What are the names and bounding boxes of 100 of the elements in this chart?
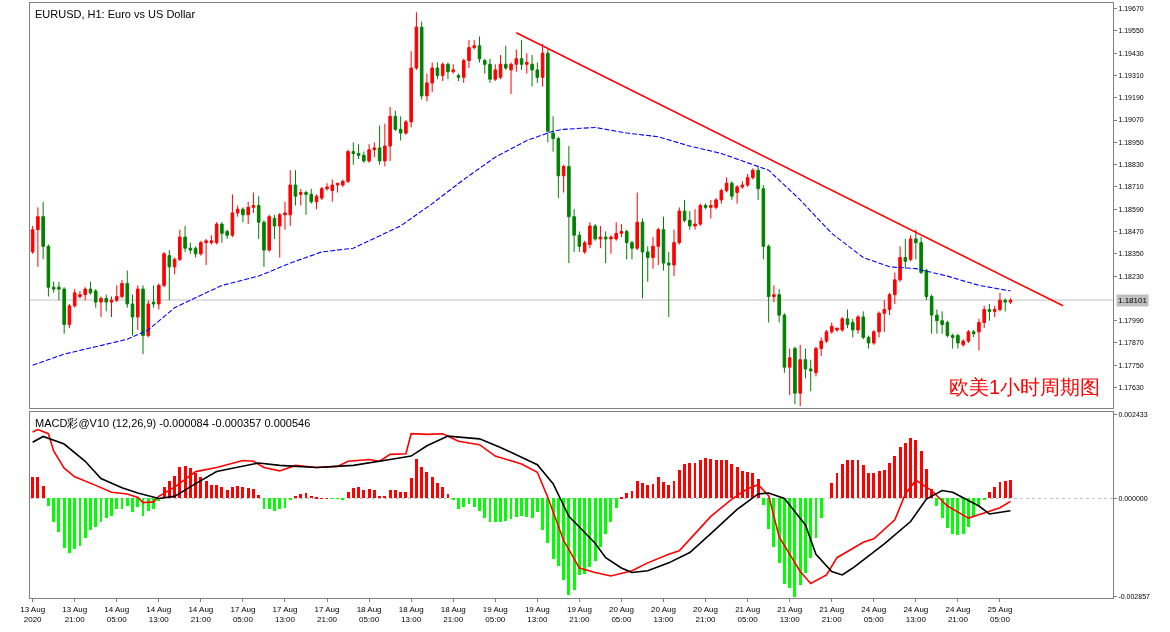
- bar: [851, 460, 854, 498]
- candlestick: [598, 225, 603, 249]
- candlestick: [135, 284, 140, 331]
- x-tick-label: 17 Aug 05:00: [230, 604, 256, 624]
- candlestick: [125, 270, 130, 309]
- bar: [914, 440, 917, 498]
- candlestick: [398, 115, 403, 141]
- bar: [199, 477, 202, 498]
- candlestick: [845, 309, 850, 329]
- candlestick: [293, 169, 298, 206]
- bar: [373, 490, 376, 498]
- candlestick: [661, 216, 666, 272]
- candlestick: [593, 223, 597, 242]
- candlestick: [519, 39, 524, 71]
- candlestick: [772, 284, 776, 303]
- candlestick: [766, 244, 771, 324]
- bar: [299, 494, 302, 498]
- bar: [667, 485, 670, 498]
- x-tick-label: 18 Aug 13:00: [398, 604, 424, 624]
- bar: [410, 478, 413, 498]
- x-tick-label: 21 Aug 05:00: [735, 604, 761, 624]
- bar: [247, 488, 250, 498]
- bar: [615, 498, 618, 508]
- candlestick: [798, 344, 802, 407]
- candlestick: [451, 63, 455, 75]
- candlestick: [504, 45, 508, 71]
- candlestick: [724, 177, 729, 193]
- bar: [431, 477, 434, 498]
- candlestick: [850, 318, 855, 338]
- bar: [715, 460, 718, 498]
- bar: [473, 498, 476, 507]
- bar: [447, 494, 449, 498]
- bar: [110, 498, 113, 516]
- candlestick: [903, 238, 908, 270]
- candlestick: [241, 206, 245, 223]
- candlestick: [151, 284, 156, 309]
- bar: [762, 498, 765, 505]
- bar: [47, 498, 50, 506]
- bar: [36, 477, 39, 498]
- x-tick-label: 19 Aug 13:00: [524, 604, 550, 624]
- bar: [42, 486, 45, 498]
- bar: [599, 498, 602, 547]
- bar: [131, 498, 134, 512]
- bar: [730, 464, 733, 498]
- bar: [678, 470, 681, 498]
- bar: [394, 490, 397, 498]
- candlestick: [603, 231, 608, 264]
- candlestick: [908, 234, 913, 262]
- bar: [883, 470, 886, 498]
- bar: [520, 498, 523, 516]
- bar: [205, 481, 208, 498]
- bar: [457, 498, 460, 509]
- candlestick: [1003, 297, 1008, 312]
- bar: [100, 498, 102, 522]
- bar: [89, 498, 92, 530]
- bar: [631, 491, 633, 498]
- bar: [736, 467, 739, 498]
- bar: [815, 498, 817, 538]
- candlestick: [446, 61, 450, 80]
- bar: [878, 471, 881, 498]
- bar: [531, 498, 534, 518]
- bar: [142, 498, 144, 516]
- x-tick-label: 19 Aug 05:00: [482, 604, 508, 624]
- candlestick: [146, 299, 151, 338]
- candlestick: [640, 218, 645, 299]
- candlestick: [393, 110, 398, 132]
- candlestick: [230, 193, 235, 238]
- bar: [836, 473, 838, 498]
- candlestick: [477, 35, 482, 63]
- bar: [263, 498, 265, 509]
- candlestick: [666, 251, 671, 318]
- candlestick: [67, 303, 72, 329]
- candlestick: [246, 201, 250, 225]
- bar: [1009, 480, 1012, 498]
- text: EURUSD, H1: Euro vs US Dollar: [35, 8, 196, 20]
- bar: [499, 498, 502, 522]
- bar: [956, 498, 959, 535]
- bar: [683, 464, 686, 498]
- candlestick: [99, 296, 103, 318]
- bar: [483, 498, 486, 518]
- x-tick-label: 20 Aug 05:00: [608, 604, 634, 624]
- bar: [368, 489, 371, 498]
- bar: [872, 473, 875, 498]
- bar: [646, 485, 649, 498]
- bar: [389, 490, 392, 498]
- bar: [420, 467, 423, 498]
- candlestick: [298, 188, 303, 206]
- x-tick-label: 13 Aug 2020: [20, 604, 46, 624]
- x-tick-label: 17 Aug 21:00: [314, 604, 340, 624]
- bar: [988, 492, 991, 498]
- candlestick: [703, 203, 708, 210]
- bar: [799, 498, 802, 585]
- bar: [404, 492, 407, 498]
- candlestick: [824, 329, 829, 344]
- bar: [899, 447, 902, 498]
- bar: [846, 460, 849, 498]
- bar: [962, 498, 965, 534]
- bar: [788, 498, 791, 588]
- bar: [673, 481, 675, 498]
- bar: [68, 498, 71, 553]
